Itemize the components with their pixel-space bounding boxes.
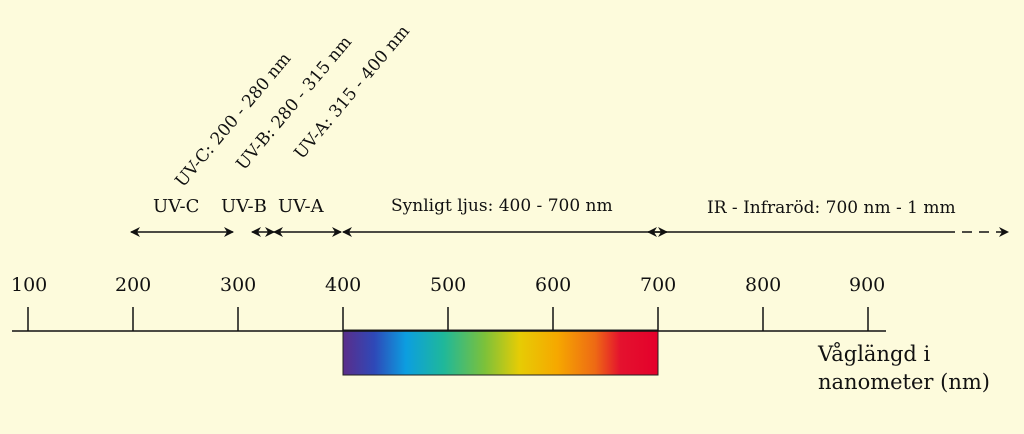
uvb-band-label: UV-B (221, 196, 267, 217)
tick-label-600: 600 (535, 274, 571, 296)
visible-spectrum-bar (342, 329, 659, 376)
tick-label-400: 400 (325, 274, 361, 296)
axis-caption: Våglängd i nanometer (nm) (818, 340, 990, 396)
tick-label-700: 700 (640, 274, 676, 296)
uva-band-label: UV-A (278, 196, 325, 217)
tick-label-800: 800 (745, 274, 781, 296)
uvc-band-label: UV-C (153, 196, 199, 217)
tick-label-200: 200 (115, 274, 151, 296)
tick-label-100: 100 (11, 274, 47, 296)
ir-band-label: IR - Infraröd: 700 nm - 1 mm (707, 198, 956, 218)
axis-caption-line1: Våglängd i (818, 342, 931, 366)
visible-band-label: Synligt ljus: 400 - 700 nm (391, 196, 613, 216)
tick-label-900: 900 (849, 274, 885, 296)
tick-label-300: 300 (220, 274, 256, 296)
axis-caption-line2: nanometer (nm) (818, 370, 990, 394)
tick-label-500: 500 (430, 274, 466, 296)
